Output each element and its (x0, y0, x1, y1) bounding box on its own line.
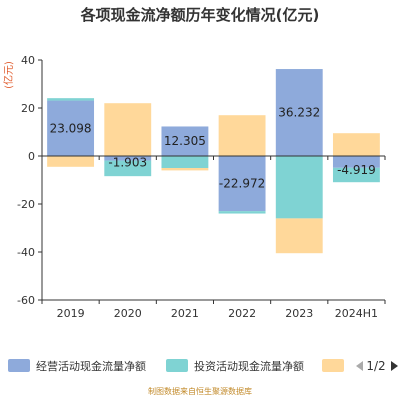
x-tick-label: 2023 (285, 307, 313, 320)
legend-page-indicator: 1/2 (366, 359, 385, 373)
data-label: 36.232 (278, 106, 320, 120)
bar-2023-series-1 (275, 156, 323, 219)
bar-2024H1-series-0 (332, 156, 380, 168)
bar-2020-series-1 (104, 160, 152, 177)
x-tick-label: 2022 (228, 307, 256, 320)
legend-swatch (322, 359, 344, 372)
y-tick-label: 40 (21, 54, 35, 67)
legend-label: 经营活动现金流量净额 (36, 359, 146, 373)
bar-2019-series-1 (47, 98, 95, 101)
next-page-arrow-icon[interactable] (391, 361, 398, 371)
bars-layer (47, 69, 380, 254)
y-tick-label: 0 (28, 150, 35, 163)
bar-2024H1-series-1 (332, 167, 380, 183)
data-label: 12.305 (164, 134, 206, 148)
x-tick-label: 2021 (171, 307, 199, 320)
bar-2020-series-2 (104, 103, 152, 156)
bar-2021-series-0 (161, 126, 209, 156)
bar-2022-series-2 (218, 115, 266, 156)
legend-pager: 1/2 (356, 359, 398, 373)
data-label: -1.903 (108, 156, 147, 170)
legend-swatch (8, 359, 30, 372)
bar-2021-series-1 (161, 156, 209, 168)
legend-swatch (166, 359, 188, 372)
y-tick-label: -60 (17, 294, 35, 307)
chart-title: 各项现金流净额历年变化情况(亿元) (80, 6, 320, 24)
x-tick-label: 2024H1 (335, 307, 378, 320)
source-note: 制图数据来自恒生聚源数据库 (148, 386, 252, 396)
bar-2020-series-0 (104, 156, 152, 161)
data-labels-layer: 23.098 -1.903 12.305 -22.972 36.232 -4.919 (50, 106, 376, 191)
bar-2019-series-0 (47, 100, 95, 156)
bar-2024H1-series-2 (332, 133, 380, 156)
bar-2023-series-0 (275, 69, 323, 156)
bar-2019-series-2 (47, 156, 95, 167)
data-label: 23.098 (50, 121, 92, 135)
axis-layer: 40 20 0 -20 -40 -60 2019 2020 2021 2022 2023 2024H1 (17, 54, 386, 320)
legend: 经营活动现金流量净额 投资活动现金流量净额 (8, 359, 344, 373)
unit-label: (亿元) (2, 61, 15, 89)
y-tick-label: -40 (17, 246, 35, 259)
x-tick-label: 2020 (114, 307, 142, 320)
y-tick-label: 20 (21, 102, 35, 115)
x-tick-label: 2019 (57, 307, 85, 320)
legend-label: 投资活动现金流量净额 (194, 359, 304, 373)
bar-2023-series-2 (275, 218, 323, 254)
data-label: -4.919 (337, 163, 376, 177)
bar-2022-series-1 (218, 211, 266, 214)
data-label: -22.972 (219, 177, 265, 191)
prev-page-arrow-icon[interactable] (356, 361, 363, 371)
bar-2022-series-0 (218, 156, 266, 212)
y-tick-label: -20 (17, 198, 35, 211)
bar-2021-series-2 (161, 168, 209, 171)
